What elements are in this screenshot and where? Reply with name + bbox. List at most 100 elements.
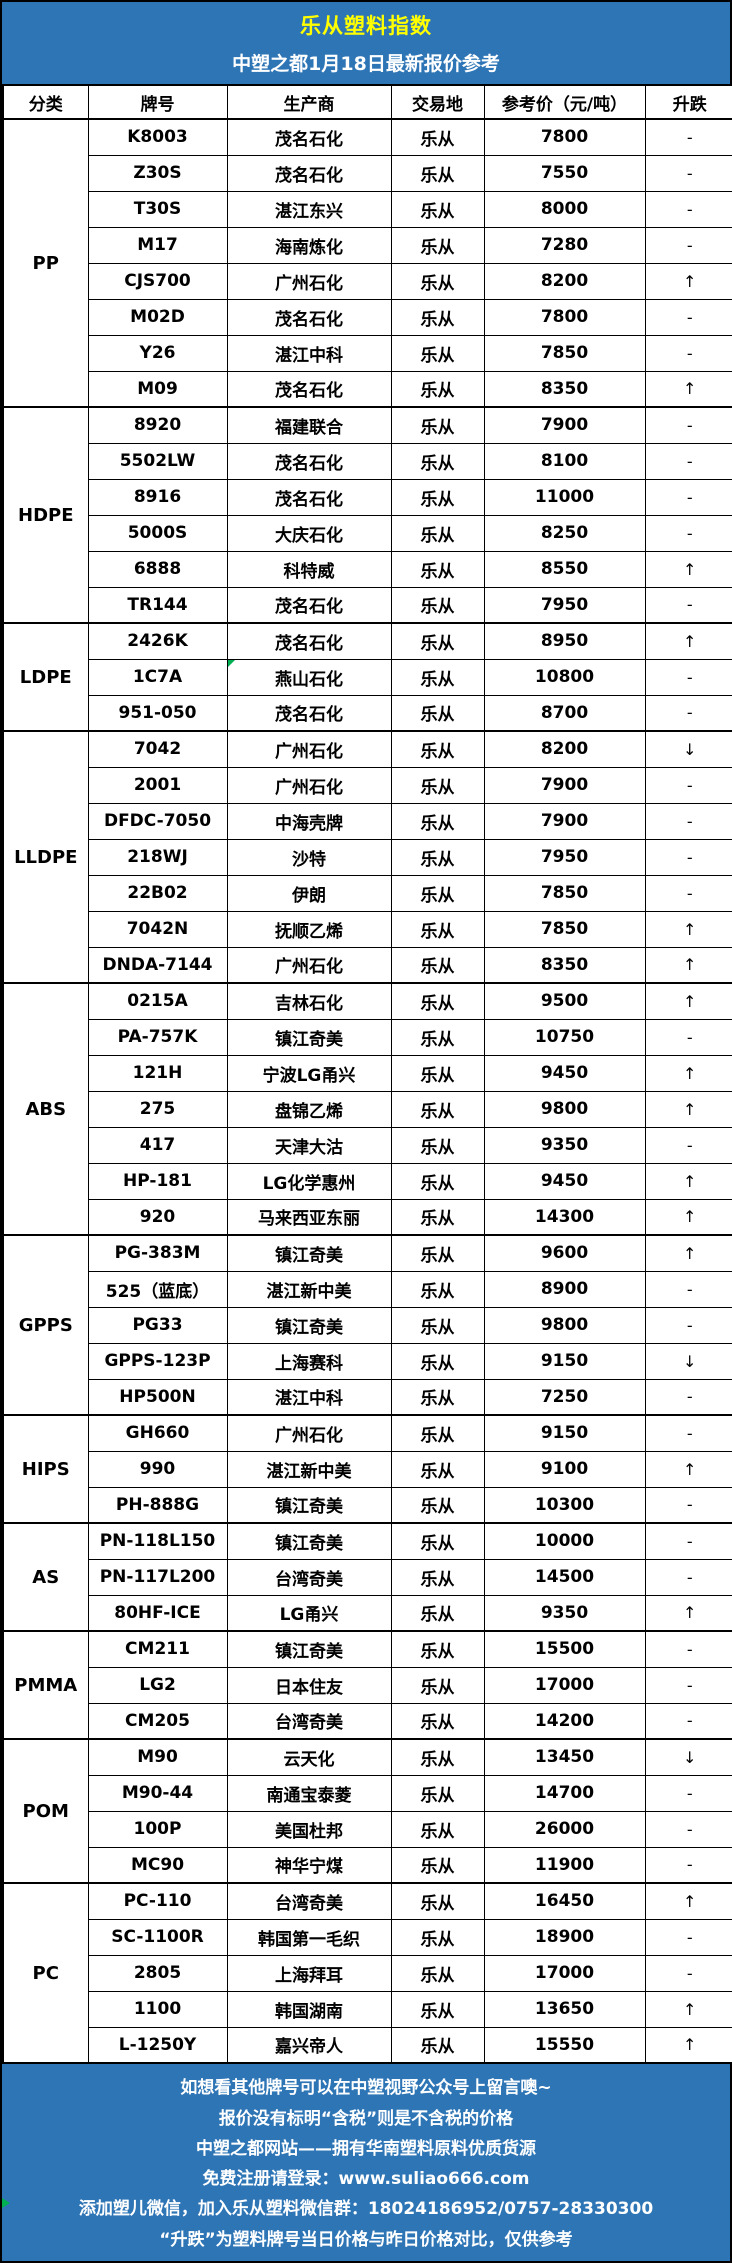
change-cell: - <box>644 298 732 336</box>
producer-cell: 茂名石化 <box>226 586 392 624</box>
market-cell: 乐从 <box>390 1018 485 1056</box>
change-cell: - <box>644 1558 732 1596</box>
market-cell: 乐从 <box>390 802 485 840</box>
change-cell: ↑ <box>644 946 732 984</box>
price-cell: 9350 <box>483 1126 646 1164</box>
category-cell: PC <box>2 1882 89 2064</box>
price-cell: 14500 <box>483 1558 646 1596</box>
table-row: CJS700 广州石化 乐从 8200 ↑ <box>3 262 732 300</box>
table-row: HP-181 LG化学惠州 乐从 9450 ↑ <box>3 1162 732 1200</box>
change-cell: - <box>644 802 732 840</box>
price-cell: 9100 <box>483 1450 646 1488</box>
grade-cell: 951-050 <box>87 694 228 732</box>
change-cell: - <box>644 874 732 912</box>
producer-cell: LG甬兴 <box>226 1594 392 1632</box>
producer-cell: 镇江奇美 <box>226 1486 392 1524</box>
producer-cell: 茂名石化 <box>226 694 392 732</box>
producer-cell: 茂名石化 <box>226 478 392 516</box>
grade-cell: M09 <box>87 370 228 408</box>
footer-line: 添加塑儿微信，加入乐从塑料微信群：18024186952/0757-283303… <box>78 2199 654 2220</box>
table-row: GPPS PG-383M 镇江奇美 乐从 9600 ↑ <box>2 1234 732 1416</box>
table-row: AS PN-118L150 镇江奇美 乐从 10000- <box>2 1522 732 1632</box>
change-cell: - <box>644 190 732 228</box>
market-cell: 乐从 <box>390 550 485 588</box>
banner: 乐从塑料指数 中塑之都1月18日最新报价参考 <box>2 2 730 84</box>
price-table: 分类 牌号 生产商 交易地 参考价（元/吨） 升跌 PP K8003 茂名石化 乐从 7800- Z… <box>2 84 732 2064</box>
change-cell: - <box>644 1702 732 1740</box>
producer-cell: 科特威 <box>226 550 392 588</box>
category-cell: HIPS <box>2 1414 89 1524</box>
table-row: 100P 美国杜邦 乐从 26000- <box>3 1810 732 1848</box>
producer-cell: 湛江东兴 <box>226 190 392 228</box>
table-row: ABS 0215A 吉林石化 乐从 9500 ↑ <box>2 982 732 1236</box>
producer-cell: 宁波LG甬兴 <box>226 1054 392 1092</box>
producer-cell: 湛江中科 <box>226 1378 392 1416</box>
table-row: 7042N 抚顺乙烯 乐从 7850 ↑ <box>3 910 732 948</box>
price-cell: 7900 <box>483 766 646 804</box>
producer-cell: 马来西亚东丽 <box>226 1198 392 1236</box>
producer-cell: 云天化 <box>226 1738 392 1776</box>
market-cell: 乐从 <box>390 1486 485 1524</box>
table-row: M90-44 南通宝泰菱 乐从 14700- <box>3 1774 732 1812</box>
price-cell: 7950 <box>483 586 646 624</box>
producer-cell: 茂名石化 <box>226 622 392 660</box>
table-row: 121H 宁波LG甬兴 乐从 9450 ↑ <box>3 1054 732 1092</box>
producer-cell: 神华宁煤 <box>226 1846 392 1884</box>
market-cell: 乐从 <box>390 1198 485 1236</box>
table-row: 5000S 大庆石化 乐从 8250- <box>3 514 732 552</box>
category-cell: POM <box>2 1738 89 1884</box>
change-cell: - <box>644 1666 732 1704</box>
price-cell: 7900 <box>483 802 646 840</box>
price-cell: 17000 <box>483 1954 646 1992</box>
price-cell: 7850 <box>483 334 646 372</box>
table-row: T30S 湛江东兴 乐从 8000- <box>3 190 732 228</box>
market-cell: 乐从 <box>390 766 485 804</box>
column-header: 生产商 <box>226 84 392 120</box>
table-row: 2001 广州石化 乐从 7900- <box>3 766 732 804</box>
price-cell: 15500 <box>483 1630 646 1668</box>
change-cell: - <box>644 1522 732 1560</box>
price-cell: 8250 <box>483 514 646 552</box>
market-cell: 乐从 <box>390 1702 485 1740</box>
producer-cell: 上海拜耳 <box>226 1954 392 1992</box>
table-row: HIPS GH660 广州石化 乐从 9150- <box>2 1414 732 1524</box>
grade-cell: PN-117L200 <box>87 1558 228 1596</box>
market-cell: 乐从 <box>390 1162 485 1200</box>
change-cell: ↑ <box>644 1234 732 1272</box>
producer-cell: 福建联合 <box>226 406 392 444</box>
market-cell: 乐从 <box>390 874 485 912</box>
footer-line: 免费注册请登录：www.suliao666.com <box>202 2169 530 2190</box>
grade-cell: 80HF-ICE <box>87 1594 228 1632</box>
table-header-row: 分类 牌号 生产商 交易地 参考价（元/吨） 升跌 <box>2 84 732 120</box>
change-cell: ↑ <box>644 550 732 588</box>
market-cell: 乐从 <box>390 586 485 624</box>
change-cell: - <box>644 334 732 372</box>
price-cell: 7280 <box>483 226 646 264</box>
price-cell: 14200 <box>483 1702 646 1740</box>
grade-cell: 525（蓝底） <box>87 1270 228 1308</box>
market-cell: 乐从 <box>390 1918 485 1956</box>
producer-cell: 湛江新中美 <box>226 1270 392 1308</box>
price-cell: 15550 <box>483 2026 646 2064</box>
producer-cell: 韩国湖南 <box>226 1990 392 2028</box>
grade-cell: PA-757K <box>87 1018 228 1056</box>
producer-cell: 台湾奇美 <box>226 1702 392 1740</box>
price-cell: 14700 <box>483 1774 646 1812</box>
footer-line: 报价没有标明“含税”则是不含税的价格 <box>218 2108 514 2129</box>
table-row: M09 茂名石化 乐从 8350 ↑ <box>3 370 732 408</box>
table-row: 951-050 茂名石化 乐从 8700- <box>3 694 732 732</box>
change-cell: ↑ <box>644 1594 732 1632</box>
footer-line: 如想看其他牌号可以在中塑视野公众号上留言噢~ <box>180 2078 552 2099</box>
price-cell: 7850 <box>483 910 646 948</box>
category-cell: PMMA <box>2 1630 89 1740</box>
table-row: 417 天津大沽 乐从 9350- <box>3 1126 732 1164</box>
change-cell: ↑ <box>644 1162 732 1200</box>
grade-cell: 2001 <box>87 766 228 804</box>
price-cell: 18900 <box>483 1918 646 1956</box>
table-row: 80HF-ICE LG甬兴 乐从 9350 ↑ <box>3 1594 732 1632</box>
grade-cell: 920 <box>87 1198 228 1236</box>
producer-cell: 沙特 <box>226 838 392 876</box>
price-cell: 11900 <box>483 1846 646 1884</box>
page-title: 乐从塑料指数 <box>300 14 432 39</box>
price-cell: 7800 <box>483 298 646 336</box>
